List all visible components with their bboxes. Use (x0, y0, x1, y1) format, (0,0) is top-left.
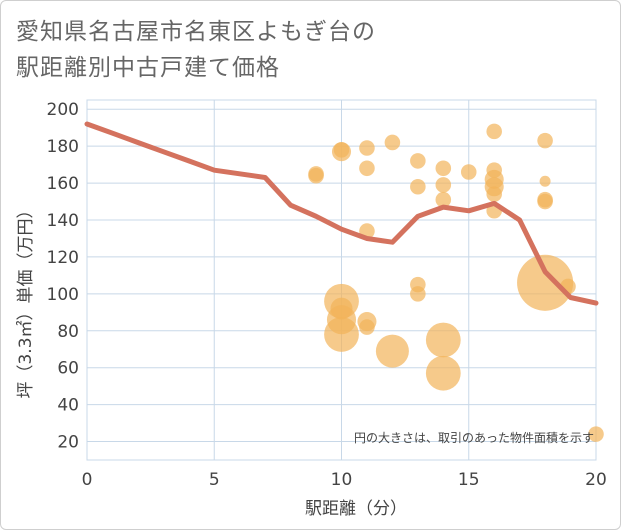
y-tick-label: 80 (57, 322, 79, 342)
chart-title-line-2: 駅距離別中古戸建て価格 (16, 55, 280, 81)
y-ticks: 20 40 60 80 100 120 140 160 180 200 (47, 100, 79, 452)
data-bubble (410, 286, 426, 302)
data-bubble (588, 426, 604, 442)
bubble-size-note: 円の大きさは、取引のあった物件面積を示す (354, 430, 594, 445)
data-bubble (359, 160, 375, 177)
data-bubble (517, 254, 574, 311)
data-bubble (359, 319, 375, 335)
x-tick-label: 5 (209, 470, 220, 490)
x-ticks: 0 5 10 15 20 (82, 470, 607, 490)
trend-line-group (84, 121, 599, 306)
data-bubble (486, 186, 502, 202)
y-tick-label: 120 (47, 248, 79, 268)
data-bubble (537, 193, 553, 210)
x-tick-label: 20 (585, 470, 607, 490)
y-tick-label: 40 (57, 396, 79, 416)
x-axis-label: 駅距離（分） (305, 499, 407, 519)
y-tick-label: 100 (47, 285, 79, 305)
data-bubble (375, 334, 409, 368)
y-tick-label: 200 (47, 100, 79, 120)
y-tick-label: 160 (47, 174, 79, 194)
bubbles (308, 123, 604, 442)
data-bubble (486, 123, 502, 140)
y-axis-label: 坪（3.3㎡）単価（万円） (16, 201, 36, 398)
y-tick-label: 20 (57, 433, 79, 453)
y-tick-label: 140 (47, 211, 79, 231)
y-tick-label: 60 (57, 359, 79, 379)
data-bubble (425, 322, 461, 358)
data-bubble (435, 191, 452, 208)
data-bubble (537, 132, 553, 149)
data-bubble (539, 175, 551, 187)
grid (86, 99, 597, 461)
data-bubble (435, 160, 452, 177)
chart-title: 愛知県名古屋市名東区よもぎ台の 駅距離別中古戸建て価格 (16, 14, 576, 86)
data-bubble (384, 134, 401, 151)
data-bubble (359, 140, 375, 156)
x-tick-label: 10 (331, 470, 353, 490)
data-bubble (324, 317, 359, 352)
y-tick-label: 180 (47, 137, 79, 157)
data-bubble (410, 153, 426, 169)
data-bubble (460, 164, 477, 180)
data-bubble (331, 142, 352, 162)
data-bubble (425, 355, 461, 391)
x-tick-label: 15 (458, 470, 480, 490)
chart-title-line-1: 愛知県名古屋市名東区よもぎ台の (16, 19, 376, 45)
x-tick-label: 0 (82, 470, 93, 490)
data-bubble (308, 167, 324, 184)
trend-line (84, 121, 599, 306)
data-bubble (410, 178, 426, 195)
data-bubble (435, 177, 452, 193)
